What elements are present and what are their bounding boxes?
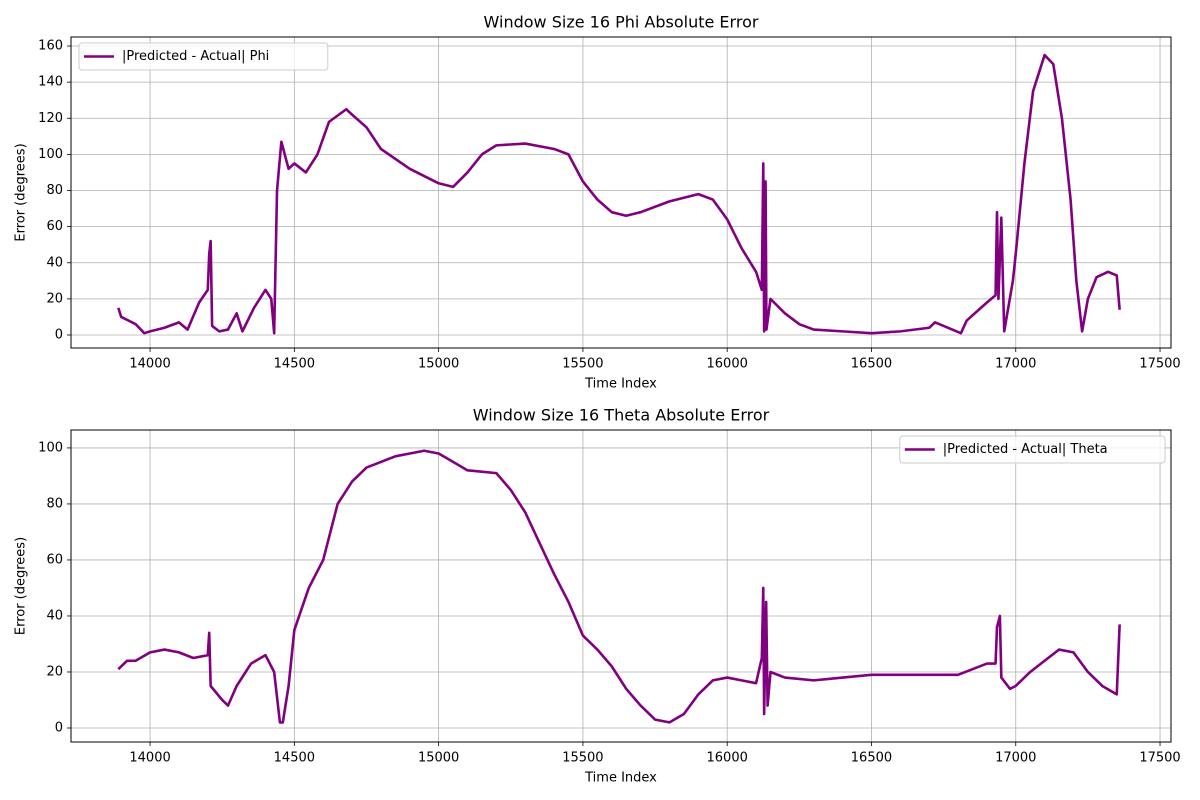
y-tick-label: 100 xyxy=(38,147,63,162)
subplot: Window Size 16 Theta Absolute Error 14000… xyxy=(14,406,1181,786)
data-line xyxy=(117,449,1121,724)
y-tick-label: 0 xyxy=(55,327,63,342)
y-tick-label: 120 xyxy=(38,111,63,126)
x-tick-label: 16000 xyxy=(707,357,748,372)
plot-frame xyxy=(70,429,1172,743)
y-tick-label: 80 xyxy=(46,496,63,511)
x-tick-label: 14500 xyxy=(274,751,315,766)
x-tick-label: 15000 xyxy=(418,751,459,766)
x-tick-label: 15500 xyxy=(562,357,603,372)
y-tick-label: 100 xyxy=(38,440,63,455)
legend-box xyxy=(78,42,329,71)
chart-title: Window Size 16 Phi Absolute Error xyxy=(484,13,759,32)
x-tick-label: 16500 xyxy=(851,751,892,766)
x-axis-label: Time Index xyxy=(584,771,657,786)
x-tick-label: 14500 xyxy=(274,357,315,372)
subplot: Window Size 16 Phi Absolute Error 14000 14… xyxy=(14,13,1181,392)
x-tick-label: 16500 xyxy=(851,357,892,372)
legend-label: |Predicted - Actual| Theta xyxy=(943,442,1108,457)
y-tick-label: 40 xyxy=(46,608,63,623)
y-tick-label: 60 xyxy=(46,219,63,234)
x-tick-label: 15000 xyxy=(418,357,459,372)
y-tick-label: 60 xyxy=(46,552,63,567)
x-tick-label: 17500 xyxy=(1139,751,1180,766)
x-tick-label: 14000 xyxy=(129,751,170,766)
legend: |Predicted - Actual| Theta xyxy=(899,435,1166,464)
plot-frame xyxy=(70,36,1172,349)
x-tick-label: 14000 xyxy=(129,357,170,372)
y-tick-label: 0 xyxy=(55,720,63,735)
y-tick-label: 40 xyxy=(46,255,63,270)
y-axis-label: Error (degrees) xyxy=(14,537,29,635)
x-axis-label: Time Index xyxy=(584,377,657,392)
data-line xyxy=(117,53,1121,335)
chart-title: Window Size 16 Theta Absolute Error xyxy=(473,406,770,425)
legend-label: |Predicted - Actual| Phi xyxy=(122,49,269,64)
legend: |Predicted - Actual| Phi xyxy=(78,42,329,71)
x-tick-label: 16000 xyxy=(707,751,748,766)
x-tick-label: 17000 xyxy=(995,357,1036,372)
y-tick-label: 20 xyxy=(46,291,63,306)
x-tick-label: 17000 xyxy=(995,751,1036,766)
x-tick-label: 15500 xyxy=(562,751,603,766)
y-tick-label: 20 xyxy=(46,664,63,679)
y-axis-label: Error (degrees) xyxy=(14,143,29,241)
x-tick-label: 17500 xyxy=(1139,357,1180,372)
y-tick-label: 80 xyxy=(46,183,63,198)
legend-box xyxy=(899,435,1166,464)
y-tick-label: 160 xyxy=(38,39,63,54)
y-tick-label: 140 xyxy=(38,75,63,90)
